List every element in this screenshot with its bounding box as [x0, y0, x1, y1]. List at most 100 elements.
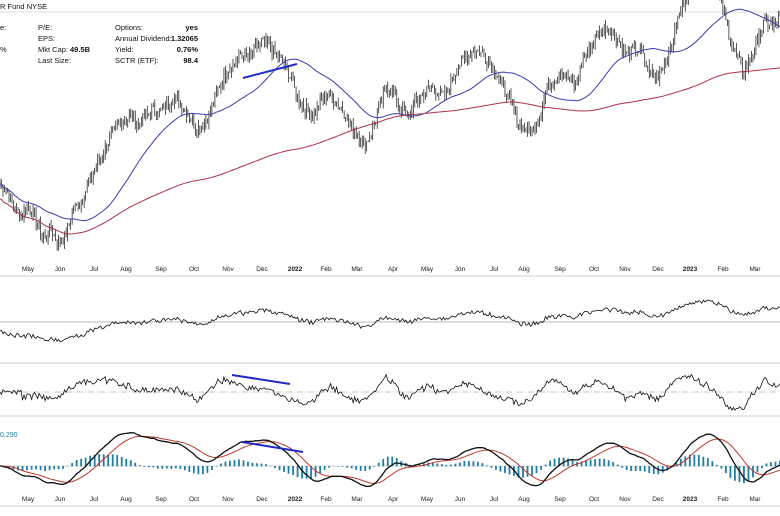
macd-line — [0, 432, 780, 488]
bottom-x-tick-label: Sep — [155, 496, 167, 503]
indicator2-trendline — [231, 374, 291, 385]
indicator2-line — [0, 373, 780, 411]
price-x-tick-label: Dec — [256, 266, 268, 273]
macd-histogram-bar — [269, 465, 272, 467]
macd-histogram-bar — [481, 463, 484, 467]
macd-histogram-bar — [93, 454, 96, 467]
macd-histogram-bar — [535, 466, 538, 474]
macd-histogram-bar — [102, 454, 105, 467]
macd-histogram-bar — [499, 466, 502, 472]
mktcap-label: Mkt Cap: — [38, 45, 69, 54]
macd-histogram-bar — [531, 466, 533, 476]
macd-histogram-bar — [350, 466, 353, 469]
yield-value: 0.76% — [176, 45, 198, 54]
macd-histogram-bar — [431, 462, 434, 467]
macd-histogram-bar — [675, 462, 678, 467]
macd-histogram-bar — [765, 463, 768, 467]
bottom-x-tick-label: Mar — [351, 496, 363, 503]
header-col1-label-3: % — [0, 45, 7, 54]
macd-histogram-bar — [134, 462, 137, 467]
macd-signal-line — [0, 435, 780, 484]
macd-histogram-bar — [743, 466, 745, 483]
macd-histogram-bar — [418, 464, 421, 467]
bottom-x-tick-label: 2023 — [683, 496, 698, 503]
macd-histogram-bar — [377, 462, 380, 467]
macd-histogram-bar — [71, 463, 74, 467]
macd-histogram-bar — [80, 458, 83, 467]
macd-histogram-bar — [734, 466, 736, 481]
macd-histogram-bar — [477, 461, 479, 467]
price-trendline — [242, 63, 298, 79]
bottom-x-tick-label: Dec — [256, 496, 268, 503]
macd-histogram-bar — [323, 466, 326, 470]
dividend-value: 1.32065 — [170, 34, 198, 43]
options-value: yes — [185, 23, 198, 32]
macd-histogram-bar — [540, 466, 542, 470]
header-title: R Fund NYSE — [0, 2, 48, 11]
macd-histogram-bar — [224, 461, 227, 467]
macd-histogram-bar — [39, 466, 42, 471]
macd-histogram-bar — [517, 466, 520, 478]
price-x-tick-label: May — [421, 266, 434, 273]
price-x-tick-label: Mar — [749, 266, 761, 273]
macd-histogram-bar — [567, 458, 569, 467]
macd-histogram-bar — [643, 466, 646, 472]
macd-histogram-bar — [274, 466, 276, 469]
macd-histogram-bar — [165, 466, 168, 469]
macd-histogram-bar — [197, 466, 200, 475]
macd-histogram-bar — [211, 466, 213, 470]
macd-histogram-bar — [201, 466, 204, 475]
macd-histogram-bar — [661, 466, 664, 473]
eps-label: EPS: — [38, 34, 56, 43]
macd-histogram-bar — [508, 466, 511, 475]
bottom-x-tick-label: May — [22, 496, 35, 503]
macd-histogram-bar — [238, 459, 240, 467]
macd-histogram-bar — [711, 461, 714, 467]
macd-histogram-bar — [229, 460, 231, 467]
bottom-x-tick-label: Dec — [652, 496, 664, 503]
macd-histogram-bar — [247, 461, 249, 467]
macd-histogram-bar — [233, 460, 236, 467]
macd-histogram-bar — [666, 466, 669, 471]
bottom-x-tick-label: Nov — [619, 496, 631, 503]
macd-histogram-bar — [314, 466, 317, 477]
macd-histogram-bar — [724, 466, 727, 474]
macd-histogram-bar — [558, 457, 560, 467]
bottom-x-tick-label: Nov — [222, 496, 234, 503]
macd-histogram-bar — [472, 461, 475, 467]
price-x-tick-label: Jul — [490, 266, 499, 273]
macd-histogram-bar — [652, 466, 655, 474]
macd-histogram-bar — [116, 454, 119, 467]
macd-histogram-bar — [580, 461, 583, 467]
macd-histogram-bar — [44, 466, 46, 472]
macd-histogram-bar — [526, 466, 529, 477]
macd-histogram-bar — [774, 461, 777, 467]
macd-histogram-bar — [170, 466, 173, 469]
header-col1-label-1: e: — [0, 23, 7, 32]
bottom-x-tick-label: Feb — [320, 496, 332, 503]
macd-histogram-bar — [328, 466, 331, 468]
macd-histogram-bar — [287, 466, 290, 474]
price-x-tick-label: Jun — [455, 266, 466, 273]
macd-histogram-bar — [553, 458, 556, 467]
bottom-x-tick-label: May — [421, 496, 434, 503]
macd-histogram-bar — [454, 463, 457, 467]
macd-histogram-bar — [278, 466, 281, 471]
macd-histogram-bar — [697, 454, 700, 467]
dividend-label: Annual Dividend: — [115, 34, 172, 43]
macd-histogram-bar — [111, 454, 114, 467]
price-x-tick-label: Jun — [55, 266, 66, 273]
macd-histogram-bar — [382, 458, 385, 467]
macd-histogram-bar — [720, 466, 723, 469]
bottom-x-tick-label: Feb — [717, 496, 729, 503]
price-x-tick-label: Mar — [351, 266, 363, 273]
macd-histogram-bar — [549, 460, 551, 467]
macd-histogram-bar — [129, 460, 132, 467]
macd-histogram-bar — [156, 466, 159, 469]
price-x-tick-label: May — [22, 266, 35, 273]
macd-histogram-bar — [522, 466, 524, 478]
macd-histogram-bar — [260, 463, 263, 467]
macd-histogram-bar — [242, 460, 245, 467]
macd-histogram-bar — [693, 454, 696, 467]
macd-histogram-bar — [770, 462, 772, 467]
